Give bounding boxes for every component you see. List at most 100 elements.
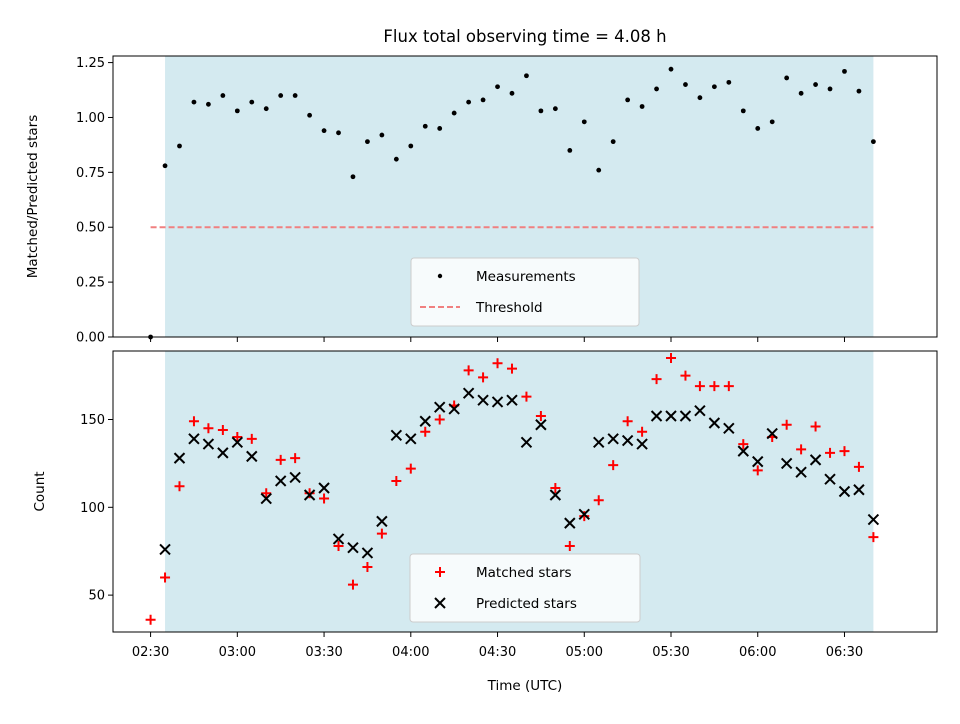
matched-point xyxy=(796,444,807,455)
matched-point xyxy=(738,439,749,450)
predicted-point xyxy=(188,433,200,445)
legend-box-ratio xyxy=(410,257,640,327)
measurement-point xyxy=(784,75,790,81)
measurement-point xyxy=(668,66,674,72)
predicted-point xyxy=(361,547,374,559)
legend-ratio: Measurements Threshold xyxy=(410,257,640,327)
measurement-point xyxy=(856,88,862,94)
matched-point xyxy=(290,453,301,464)
measurement-point xyxy=(596,167,602,173)
matched-point xyxy=(593,495,604,506)
x-tick-label: 03:30 xyxy=(305,645,342,660)
measurement-point xyxy=(552,106,558,112)
predicted-point xyxy=(578,508,590,521)
measurement-point xyxy=(495,84,500,90)
matched-point xyxy=(232,432,243,443)
measurement-point xyxy=(336,130,341,136)
predicted-point xyxy=(202,438,215,450)
matched-point xyxy=(188,416,199,427)
measurement-point xyxy=(639,104,645,109)
measurement-point xyxy=(451,110,457,116)
predicted-point xyxy=(231,436,244,449)
measurement-point xyxy=(379,132,385,138)
predicted-point xyxy=(332,533,345,545)
x-tick-label: 05:00 xyxy=(566,645,603,660)
x-tick-label: 03:00 xyxy=(219,645,256,660)
matched-point xyxy=(174,481,185,492)
measurement-point xyxy=(263,106,269,112)
matched-point xyxy=(781,419,792,430)
measurement-point xyxy=(683,82,688,87)
measurement-point xyxy=(813,82,818,87)
matched-point xyxy=(478,372,489,383)
measurement-point xyxy=(524,73,529,79)
matched-point xyxy=(304,488,315,499)
y-axis-label-count: Count xyxy=(32,471,48,511)
measurement-point xyxy=(870,139,876,145)
predicted-point xyxy=(419,415,431,427)
legend-box-counts xyxy=(409,553,641,623)
legend-label-matched: Matched stars xyxy=(476,565,572,581)
predicted-point xyxy=(159,543,171,556)
measurement-point xyxy=(220,93,226,98)
matched-point xyxy=(160,572,171,583)
predicted-point xyxy=(260,492,272,505)
x-tick-label: 06:30 xyxy=(826,645,863,660)
legend-plus-glyph xyxy=(435,567,445,577)
predicted-point xyxy=(520,436,533,449)
matched-point xyxy=(521,391,532,402)
y-tick-label: 100 xyxy=(80,501,105,516)
measurement-point xyxy=(610,139,616,145)
predicted-point xyxy=(347,541,359,554)
matched-point xyxy=(752,465,763,476)
legend-label-predicted: Predicted stars xyxy=(476,596,577,612)
measurement-point xyxy=(234,108,240,114)
matched-point xyxy=(723,381,734,392)
plot-frame-bottom xyxy=(112,350,938,633)
predicted-point xyxy=(838,485,851,498)
plot-frame-top xyxy=(112,55,938,338)
predicted-point xyxy=(824,473,836,485)
matched-point xyxy=(579,511,590,522)
predicted-point xyxy=(448,403,460,415)
predicted-point xyxy=(390,429,403,442)
predicted-point xyxy=(809,454,822,466)
measurement-point xyxy=(292,93,298,98)
predicted-point xyxy=(564,517,576,529)
predicted-point xyxy=(246,450,258,463)
x-tick-label: 05:30 xyxy=(652,645,689,660)
matched-point xyxy=(680,370,691,381)
panel-counts: 50 100 150 Count 02:30 03:00 03:30 04:00 04:30… xyxy=(32,350,938,694)
matched-point xyxy=(622,416,633,427)
legend-marker-matched xyxy=(435,567,445,577)
measurement-point xyxy=(567,147,573,153)
y-tick-label: 1.00 xyxy=(76,111,105,126)
predicted-point xyxy=(593,436,605,449)
predicted-point xyxy=(535,419,547,431)
matched-point xyxy=(535,410,546,421)
measurement-point xyxy=(307,112,313,118)
measurement-point xyxy=(769,119,775,125)
legend-marker-measurements xyxy=(437,273,443,279)
measurement-point xyxy=(842,68,847,74)
predicted-point xyxy=(621,434,634,447)
measurement-point xyxy=(321,128,327,134)
matched-point xyxy=(868,532,879,543)
matched-point xyxy=(362,562,373,573)
predicted-point xyxy=(853,484,865,496)
measurement-point xyxy=(393,156,399,162)
predicted-point xyxy=(303,489,316,501)
matched-point xyxy=(694,381,705,392)
y-tick-label: 0.50 xyxy=(76,221,105,236)
legend-counts: Matched stars Predicted stars xyxy=(409,553,641,623)
measurement-point xyxy=(177,143,182,149)
matched-point xyxy=(810,421,821,432)
measurement-point xyxy=(509,90,515,96)
legend-label-threshold: Threshold xyxy=(475,300,543,316)
predicted-point xyxy=(274,475,287,487)
measurement-point xyxy=(408,143,414,149)
measurement-point xyxy=(437,126,443,131)
matched-point xyxy=(550,482,561,493)
measurement-point xyxy=(466,99,472,105)
